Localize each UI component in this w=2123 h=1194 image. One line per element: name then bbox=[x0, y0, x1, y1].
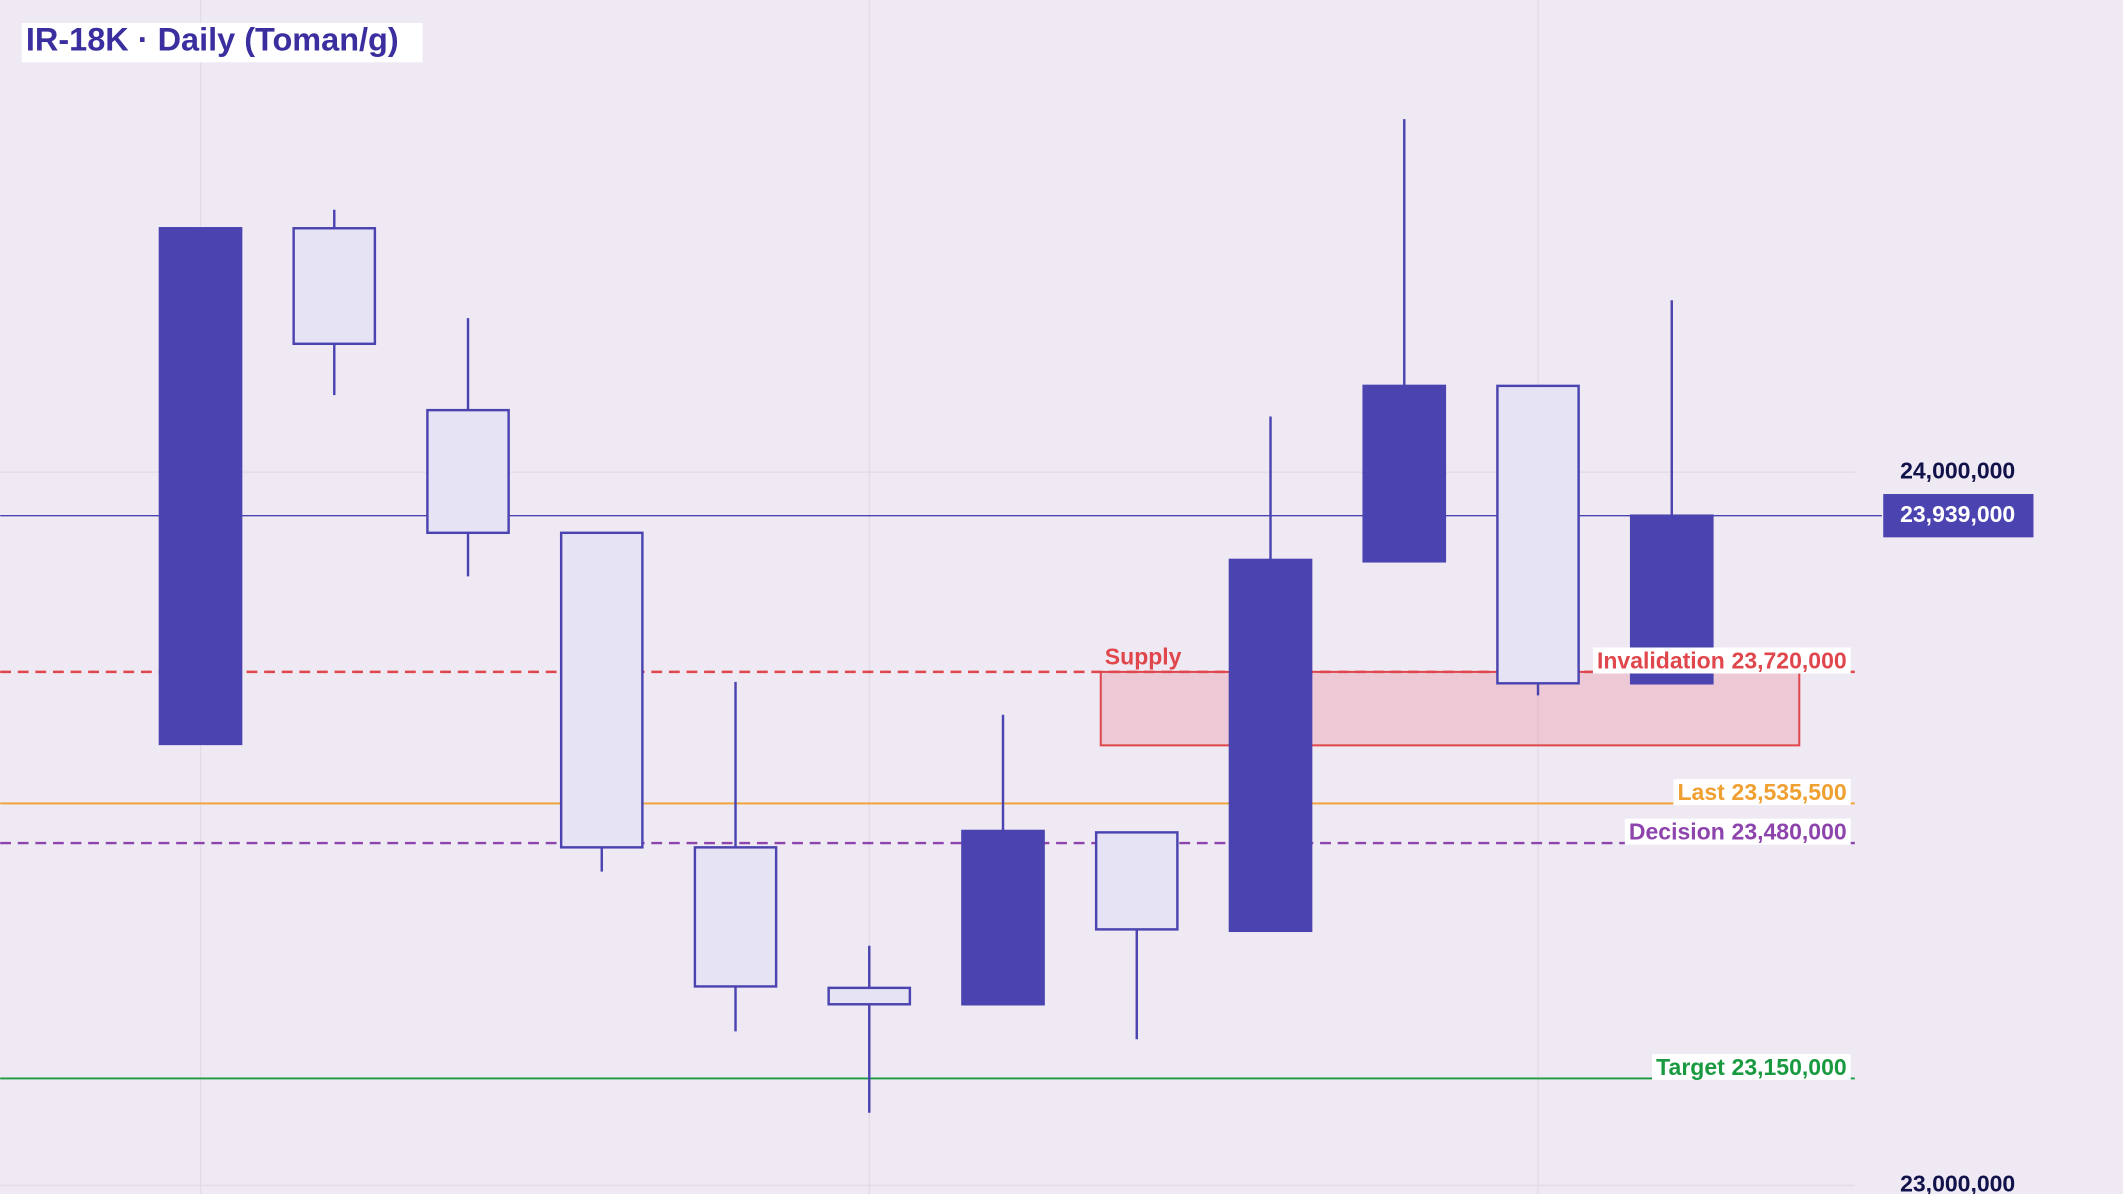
level-value: 23,480,000 bbox=[1732, 819, 1847, 845]
candle-body bbox=[693, 846, 778, 988]
label-bg bbox=[1673, 779, 1730, 806]
candle-body bbox=[1496, 384, 1580, 685]
candle-body bbox=[961, 829, 1045, 1006]
supply-label: Supply bbox=[1105, 643, 1182, 669]
level-value: 23,720,000 bbox=[1732, 647, 1847, 673]
candle-body bbox=[1094, 831, 1179, 931]
label-bg bbox=[1727, 1054, 1851, 1081]
label-bg bbox=[1652, 1054, 1730, 1081]
y-tick-label: 24,000,000 bbox=[1900, 457, 2015, 483]
title-bg bbox=[21, 23, 423, 63]
level-name: Decision bbox=[1629, 819, 1725, 845]
chart-title: IR-18K · Daily (Toman/g) bbox=[26, 22, 399, 58]
label-bg bbox=[1727, 818, 1851, 845]
candle-body bbox=[426, 408, 510, 535]
level-value: 23,150,000 bbox=[1732, 1054, 1847, 1080]
level-name: Target bbox=[1656, 1054, 1725, 1080]
candle-body bbox=[1228, 558, 1313, 933]
level-value: 23,535,500 bbox=[1732, 779, 1847, 805]
label-bg bbox=[1624, 818, 1729, 845]
candle-body bbox=[158, 227, 243, 746]
last-price-label: 23,939,000 bbox=[1900, 501, 2015, 527]
last-price-badge bbox=[1883, 494, 2034, 538]
candle-body bbox=[292, 227, 377, 346]
candle-body bbox=[827, 986, 912, 1006]
label-bg bbox=[1592, 647, 1729, 674]
candle-body bbox=[1362, 384, 1447, 563]
label-bg bbox=[1727, 647, 1851, 674]
candle-body bbox=[559, 531, 644, 849]
level-name: Invalidation bbox=[1597, 647, 1725, 673]
level-name: Last bbox=[1677, 779, 1725, 805]
y-tick-label: 23,000,000 bbox=[1900, 1171, 2015, 1194]
label-bg bbox=[1727, 779, 1851, 806]
